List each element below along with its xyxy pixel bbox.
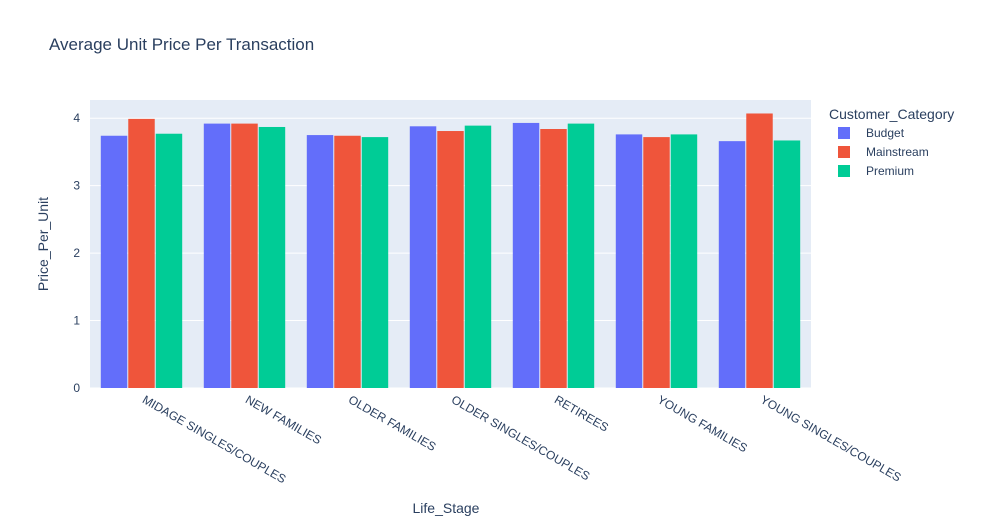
legend-item-budget[interactable]: Budget [838,126,905,140]
bar-premium-1[interactable] [258,126,286,389]
x-tick-label: YOUNG SINGLES/COUPLES [758,392,904,484]
bar-budget-6[interactable] [718,141,746,388]
legend-title: Customer_Category [829,106,954,122]
legend-label: Mainstream [866,145,929,159]
legend-label: Budget [866,126,905,140]
y-axis-ticks: 0 1 2 3 4 [73,111,80,395]
y-tick-label: 2 [73,246,80,260]
y-tick-label: 3 [73,179,80,193]
bar-premium-5[interactable] [670,134,698,388]
y-tick-label: 1 [73,314,80,328]
legend-item-mainstream[interactable]: Mainstream [838,145,929,159]
bar-mainstream-3[interactable] [437,131,464,388]
bar-mainstream-2[interactable] [334,135,361,388]
x-tick-label: NEW FAMILIES [243,392,324,447]
bar-mainstream-1[interactable] [231,123,258,388]
legend-swatch [838,127,850,139]
bars [100,113,801,389]
x-tick-label: YOUNG FAMILIES [655,392,750,455]
bar-premium-0[interactable] [155,133,183,388]
y-tick-label: 0 [73,381,80,395]
bar-mainstream-4[interactable] [540,129,567,389]
bar-premium-6[interactable] [773,140,801,388]
bar-budget-2[interactable] [306,135,334,388]
bar-premium-4[interactable] [567,123,595,388]
chart-title: Average Unit Price Per Transaction [49,35,314,54]
x-axis-title: Life_Stage [413,500,480,516]
y-tick-label: 4 [73,111,80,125]
x-tick-label: OLDER FAMILIES [346,392,438,453]
y-axis-title: Price_Per_Unit [35,197,51,291]
legend[interactable]: Budget Mainstream Premium [838,126,929,178]
bar-premium-2[interactable] [361,137,389,388]
bar-budget-4[interactable] [512,122,540,389]
bar-mainstream-0[interactable] [128,118,155,388]
bar-mainstream-6[interactable] [746,113,773,388]
bar-budget-5[interactable] [615,134,643,388]
legend-swatch [838,146,850,158]
x-tick-label: RETIREES [552,392,611,434]
legend-item-premium[interactable]: Premium [838,164,914,178]
legend-swatch [838,165,850,177]
legend-label: Premium [866,164,914,178]
bar-mainstream-5[interactable] [643,137,670,388]
bar-budget-0[interactable] [100,135,128,388]
bar-budget-1[interactable] [203,123,231,388]
bar-premium-3[interactable] [464,125,492,388]
bar-budget-3[interactable] [409,126,437,389]
